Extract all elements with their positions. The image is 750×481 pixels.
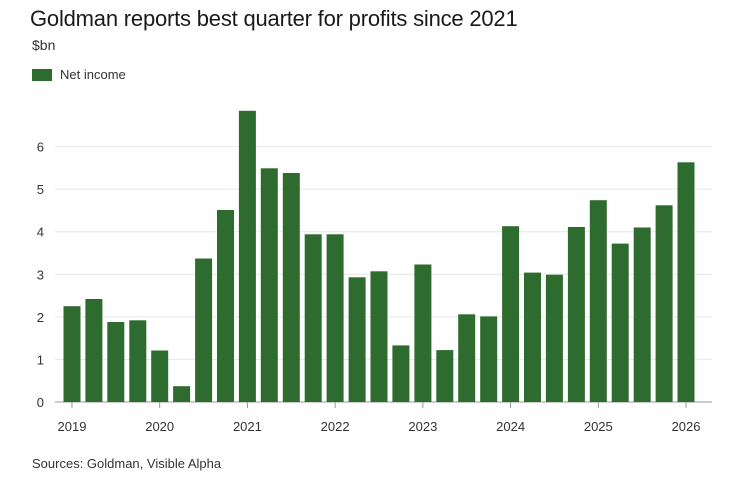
bar: Q3 2024: 2.99 xyxy=(545,274,563,402)
bar: Q1 2020: 1.21 xyxy=(151,350,169,402)
bar: Q1 2026: 5.63 xyxy=(677,162,695,402)
y-axis-unit: $bn xyxy=(32,37,56,53)
x-tick-label: 2022 xyxy=(321,419,350,434)
x-tick-label: 2026 xyxy=(672,419,701,434)
x-tick-label: 2024 xyxy=(496,419,525,434)
x-tick-label: 2023 xyxy=(408,419,437,434)
bar: Q4 2023: 2.01 xyxy=(480,316,498,402)
bar: Q2 2023: 1.22 xyxy=(436,350,454,402)
y-tick-label: 6 xyxy=(37,140,44,155)
bar: Q3 2023: 2.06 xyxy=(458,314,476,402)
y-tick-label: 2 xyxy=(37,310,44,325)
bar: Q2 2019: 2.42 xyxy=(85,299,103,402)
bar: Q1 2023: 3.23 xyxy=(414,264,432,402)
legend-swatch xyxy=(32,68,52,81)
legend-label: Net income xyxy=(60,67,126,82)
bar: Q1 2024: 4.13 xyxy=(502,226,520,402)
bar: Q3 2022: 3.07 xyxy=(370,271,388,402)
source-note: Sources: Goldman, Visible Alpha xyxy=(32,456,222,471)
bar: Q3 2021: 5.38 xyxy=(282,173,300,402)
bar: Q2 2025: 3.72 xyxy=(611,243,629,402)
bar: Q4 2022: 1.33 xyxy=(392,345,410,402)
bar: Q4 2019: 1.92 xyxy=(129,320,147,402)
bar: Q4 2020: 4.51 xyxy=(217,210,234,402)
bar: Q1 2022: 3.94 xyxy=(326,234,344,402)
x-tick-label: 2020 xyxy=(145,419,174,434)
bar: Q2 2020: 0.37 xyxy=(173,386,191,402)
chart-title: Goldman reports best quarter for profits… xyxy=(30,6,518,31)
bar: Q3 2025: 4.1 xyxy=(633,227,651,402)
bar: Q2 2021: 5.49 xyxy=(260,168,278,402)
y-tick-label: 3 xyxy=(37,267,44,282)
bar: Q4 2025: 4.62 xyxy=(655,205,673,402)
x-tick-label: 2025 xyxy=(584,419,613,434)
bar: Q1 2019: 2.25 xyxy=(63,306,81,402)
x-tick-label: 2021 xyxy=(233,419,262,434)
bar: Q3 2019: 1.88 xyxy=(107,322,125,402)
x-tick-label: 2019 xyxy=(58,419,87,434)
legend: Net income xyxy=(32,67,126,82)
bar: Q4 2024: 4.11 xyxy=(567,227,585,402)
bar: Q2 2024: 3.04 xyxy=(524,272,541,402)
y-tick-label: 0 xyxy=(37,395,44,410)
bar: Q3 2020: 3.37 xyxy=(195,258,213,402)
y-tick-label: 1 xyxy=(37,352,44,367)
y-tick-label: 4 xyxy=(37,225,44,240)
bar: Q1 2025: 4.74 xyxy=(589,200,607,402)
y-tick-label: 5 xyxy=(37,182,44,197)
bar: Q1 2021: 6.84 xyxy=(238,110,256,403)
bar: Q4 2021: 3.94 xyxy=(304,234,322,402)
bar: Q2 2022: 2.93 xyxy=(348,277,366,402)
